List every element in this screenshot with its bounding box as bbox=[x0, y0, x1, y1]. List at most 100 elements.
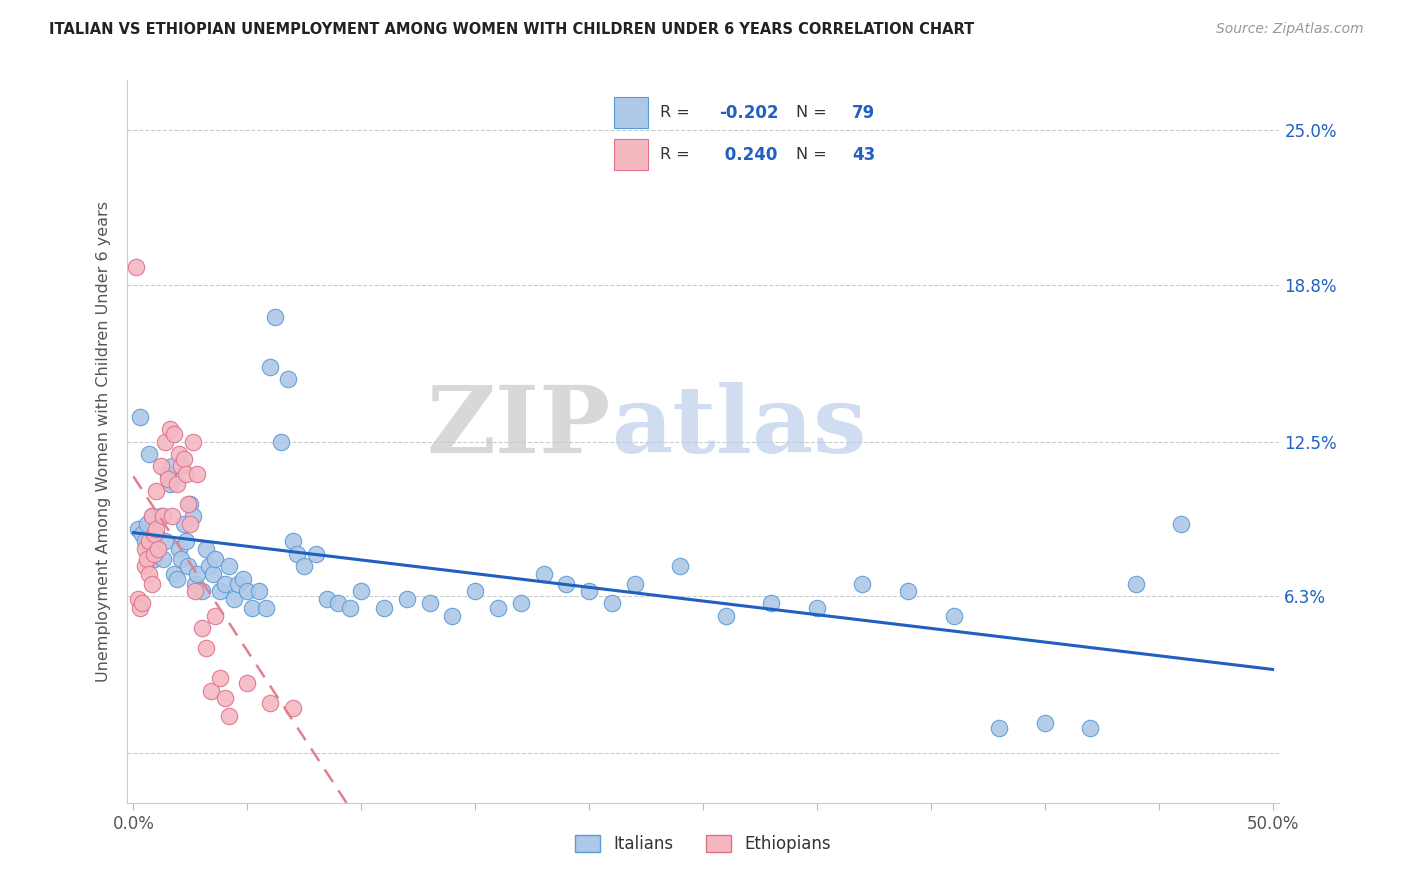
Point bbox=[1170, 516, 1192, 531]
Point bbox=[141, 509, 163, 524]
Point bbox=[160, 509, 183, 524]
Point bbox=[555, 576, 578, 591]
Point bbox=[136, 516, 159, 531]
Point bbox=[1078, 721, 1101, 735]
Point bbox=[131, 597, 153, 611]
Point bbox=[163, 427, 186, 442]
Point bbox=[155, 534, 177, 549]
Point bbox=[179, 497, 201, 511]
Point bbox=[160, 459, 183, 474]
Point bbox=[177, 559, 200, 574]
Point bbox=[464, 584, 486, 599]
Point bbox=[186, 566, 208, 581]
Point bbox=[170, 459, 193, 474]
Point bbox=[509, 597, 531, 611]
Point bbox=[1033, 716, 1056, 731]
Point bbox=[486, 601, 509, 615]
Point bbox=[281, 701, 304, 715]
Point bbox=[287, 547, 309, 561]
Point bbox=[184, 576, 207, 591]
Point bbox=[208, 584, 231, 599]
Point bbox=[851, 576, 873, 591]
Point bbox=[149, 509, 172, 524]
Point bbox=[316, 591, 339, 606]
Text: R =: R = bbox=[661, 147, 695, 162]
Point bbox=[155, 434, 177, 449]
Point bbox=[142, 526, 165, 541]
Point bbox=[156, 472, 179, 486]
Point bbox=[200, 683, 222, 698]
Point bbox=[214, 576, 236, 591]
Point bbox=[186, 467, 208, 481]
Point bbox=[166, 476, 188, 491]
Point bbox=[578, 584, 600, 599]
Point bbox=[145, 484, 167, 499]
Point bbox=[129, 601, 152, 615]
Point bbox=[350, 584, 373, 599]
Point bbox=[129, 409, 152, 424]
Point bbox=[761, 597, 783, 611]
Point bbox=[226, 576, 249, 591]
Point bbox=[142, 547, 165, 561]
Point bbox=[148, 541, 170, 556]
Point bbox=[195, 541, 218, 556]
Text: atlas: atlas bbox=[610, 382, 866, 472]
Point bbox=[134, 541, 156, 556]
Point bbox=[202, 566, 225, 581]
Point bbox=[142, 551, 165, 566]
Text: ZIP: ZIP bbox=[426, 382, 610, 472]
FancyBboxPatch shape bbox=[614, 139, 648, 170]
Point bbox=[281, 534, 304, 549]
Point bbox=[441, 609, 464, 624]
Point bbox=[270, 434, 292, 449]
Point bbox=[163, 566, 186, 581]
Point bbox=[395, 591, 418, 606]
Point bbox=[136, 551, 159, 566]
Point bbox=[533, 566, 555, 581]
Point bbox=[623, 576, 645, 591]
Text: 43: 43 bbox=[852, 145, 876, 164]
Point bbox=[173, 516, 195, 531]
Text: R =: R = bbox=[661, 105, 695, 120]
Point bbox=[148, 541, 170, 556]
Point bbox=[181, 509, 204, 524]
Point bbox=[181, 434, 204, 449]
Point bbox=[167, 541, 190, 556]
Point bbox=[806, 601, 828, 615]
Point bbox=[184, 584, 207, 599]
Point bbox=[669, 559, 692, 574]
Point bbox=[127, 522, 149, 536]
Point bbox=[1125, 576, 1147, 591]
Point bbox=[190, 584, 212, 599]
Point bbox=[339, 601, 361, 615]
Point bbox=[236, 676, 259, 690]
Point bbox=[247, 584, 270, 599]
Point bbox=[145, 526, 167, 541]
Point bbox=[232, 572, 254, 586]
Point bbox=[214, 691, 236, 706]
Point bbox=[218, 559, 240, 574]
Point bbox=[179, 516, 201, 531]
Text: N =: N = bbox=[796, 105, 832, 120]
Point bbox=[204, 551, 226, 566]
Point bbox=[124, 260, 146, 274]
Point bbox=[159, 422, 181, 436]
Point bbox=[174, 534, 197, 549]
Legend: Italians, Ethiopians: Italians, Ethiopians bbox=[568, 828, 838, 860]
Point bbox=[141, 509, 163, 524]
Point bbox=[152, 509, 174, 524]
Point bbox=[714, 609, 737, 624]
Text: ITALIAN VS ETHIOPIAN UNEMPLOYMENT AMONG WOMEN WITH CHILDREN UNDER 6 YEARS CORREL: ITALIAN VS ETHIOPIAN UNEMPLOYMENT AMONG … bbox=[49, 22, 974, 37]
Point bbox=[195, 641, 218, 656]
Point bbox=[166, 572, 188, 586]
Point bbox=[218, 708, 240, 723]
Point bbox=[236, 584, 259, 599]
Text: N =: N = bbox=[796, 147, 832, 162]
Point bbox=[254, 601, 277, 615]
Point bbox=[138, 447, 160, 461]
Point bbox=[942, 609, 965, 624]
Point bbox=[173, 452, 195, 467]
Point bbox=[222, 591, 245, 606]
Y-axis label: Unemployment Among Women with Children Under 6 years: Unemployment Among Women with Children U… bbox=[96, 201, 111, 682]
Text: -0.202: -0.202 bbox=[718, 103, 779, 122]
